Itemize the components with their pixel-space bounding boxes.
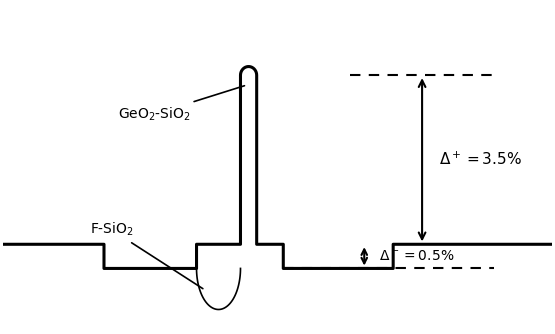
Text: $\Delta^- = 0.5\%$: $\Delta^- = 0.5\%$	[379, 249, 454, 263]
Text: F-SiO$_2$: F-SiO$_2$	[89, 221, 203, 289]
Text: $\Delta^+ = 3.5\%$: $\Delta^+ = 3.5\%$	[440, 151, 522, 168]
Text: GeO$_2$-SiO$_2$: GeO$_2$-SiO$_2$	[118, 86, 245, 123]
